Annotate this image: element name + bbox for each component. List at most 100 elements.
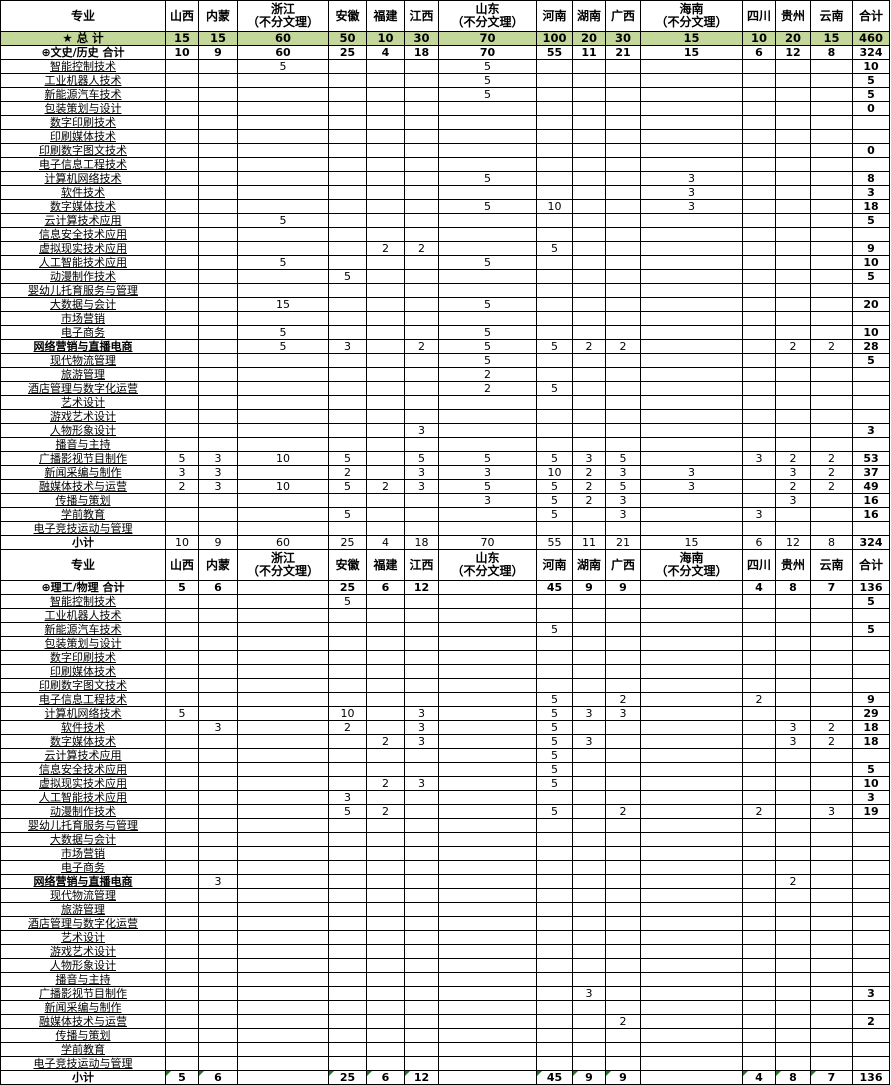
data-cell[interactable] <box>536 1000 573 1015</box>
subtotal-cell[interactable] <box>438 1070 537 1085</box>
data-cell[interactable] <box>328 255 367 270</box>
data-cell[interactable]: 5 <box>328 451 367 466</box>
data-cell[interactable] <box>366 171 405 186</box>
data-cell[interactable]: 5 <box>536 706 573 721</box>
data-cell[interactable] <box>438 507 537 522</box>
data-cell[interactable]: 5 <box>852 594 890 609</box>
data-cell[interactable] <box>810 213 853 228</box>
subtotal-cell[interactable]: 70 <box>438 535 537 550</box>
data-cell[interactable] <box>775 409 811 424</box>
data-cell[interactable] <box>165 804 199 819</box>
data-cell[interactable] <box>404 888 439 903</box>
data-cell[interactable] <box>165 832 199 847</box>
data-cell[interactable] <box>237 311 329 326</box>
data-cell[interactable] <box>198 790 238 805</box>
data-cell[interactable] <box>404 311 439 326</box>
data-cell[interactable] <box>810 860 853 875</box>
data-cell[interactable]: 3 <box>438 493 537 508</box>
data-cell[interactable] <box>810 776 853 791</box>
data-cell[interactable]: 5 <box>536 241 573 256</box>
data-cell[interactable] <box>165 437 199 452</box>
data-cell[interactable] <box>404 608 439 623</box>
data-cell[interactable] <box>198 860 238 875</box>
data-cell[interactable] <box>775 762 811 777</box>
column-header-province[interactable]: 内蒙 <box>198 549 238 581</box>
data-cell[interactable] <box>198 748 238 763</box>
data-cell[interactable] <box>237 199 329 214</box>
data-cell[interactable] <box>165 227 199 242</box>
data-cell[interactable] <box>165 325 199 340</box>
data-cell[interactable] <box>165 101 199 116</box>
major-name[interactable]: 工业机器人技术 <box>0 608 166 623</box>
data-cell[interactable] <box>165 734 199 749</box>
data-cell[interactable] <box>366 944 405 959</box>
data-cell[interactable] <box>404 381 439 396</box>
data-cell[interactable] <box>536 958 573 973</box>
data-cell[interactable] <box>775 381 811 396</box>
section-total-cell[interactable]: 136 <box>852 580 890 595</box>
column-header-province[interactable]: 福建 <box>366 549 405 581</box>
data-cell[interactable] <box>605 283 641 298</box>
data-cell[interactable] <box>810 608 853 623</box>
data-cell[interactable] <box>536 171 573 186</box>
data-cell[interactable] <box>366 888 405 903</box>
data-cell[interactable] <box>810 986 853 1001</box>
data-cell[interactable] <box>605 157 641 172</box>
data-cell[interactable] <box>198 650 238 665</box>
data-cell[interactable] <box>605 227 641 242</box>
data-cell[interactable] <box>404 283 439 298</box>
data-cell[interactable] <box>328 241 367 256</box>
data-cell[interactable]: 9 <box>852 241 890 256</box>
data-cell[interactable] <box>640 650 743 665</box>
data-cell[interactable] <box>165 1042 199 1057</box>
column-header-province[interactable]: 贵州 <box>775 0 811 32</box>
major-name[interactable]: 新闻采编与制作 <box>0 1000 166 1015</box>
data-cell[interactable]: 5 <box>536 762 573 777</box>
data-cell[interactable] <box>572 636 606 651</box>
data-cell[interactable] <box>438 874 537 889</box>
data-cell[interactable]: 5 <box>536 748 573 763</box>
data-cell[interactable] <box>366 423 405 438</box>
grand-total-cell[interactable]: 60 <box>237 31 329 46</box>
data-cell[interactable] <box>572 692 606 707</box>
data-cell[interactable] <box>810 59 853 74</box>
data-cell[interactable] <box>237 622 329 637</box>
data-cell[interactable] <box>775 521 811 536</box>
data-cell[interactable]: 5 <box>852 269 890 284</box>
data-cell[interactable] <box>572 157 606 172</box>
data-cell[interactable] <box>640 311 743 326</box>
data-cell[interactable] <box>572 678 606 693</box>
data-cell[interactable] <box>328 692 367 707</box>
data-cell[interactable] <box>366 762 405 777</box>
data-cell[interactable] <box>810 706 853 721</box>
data-cell[interactable] <box>572 143 606 158</box>
data-cell[interactable] <box>366 678 405 693</box>
data-cell[interactable]: 3 <box>198 451 238 466</box>
section-title[interactable]: ⊕文史/历史 合计 <box>0 45 166 60</box>
data-cell[interactable] <box>366 185 405 200</box>
data-cell[interactable] <box>438 409 537 424</box>
data-cell[interactable] <box>404 255 439 270</box>
data-cell[interactable] <box>640 269 743 284</box>
data-cell[interactable] <box>404 73 439 88</box>
data-cell[interactable] <box>775 185 811 200</box>
data-cell[interactable]: 5 <box>536 720 573 735</box>
data-cell[interactable] <box>438 720 537 735</box>
data-cell[interactable] <box>404 395 439 410</box>
column-header-province[interactable]: 海南 （不分文理） <box>640 0 743 32</box>
data-cell[interactable]: 3 <box>404 706 439 721</box>
column-header-province[interactable]: 安徽 <box>328 0 367 32</box>
data-cell[interactable] <box>328 636 367 651</box>
data-cell[interactable] <box>438 1028 537 1043</box>
subtotal-cell[interactable]: 136 <box>852 1070 890 1085</box>
data-cell[interactable] <box>605 720 641 735</box>
data-cell[interactable] <box>165 115 199 130</box>
data-cell[interactable] <box>404 269 439 284</box>
data-cell[interactable] <box>198 353 238 368</box>
data-cell[interactable]: 2 <box>404 339 439 354</box>
data-cell[interactable] <box>328 395 367 410</box>
data-cell[interactable] <box>775 115 811 130</box>
data-cell[interactable] <box>742 311 776 326</box>
data-cell[interactable] <box>438 986 537 1001</box>
section-total-cell[interactable]: 25 <box>328 45 367 60</box>
